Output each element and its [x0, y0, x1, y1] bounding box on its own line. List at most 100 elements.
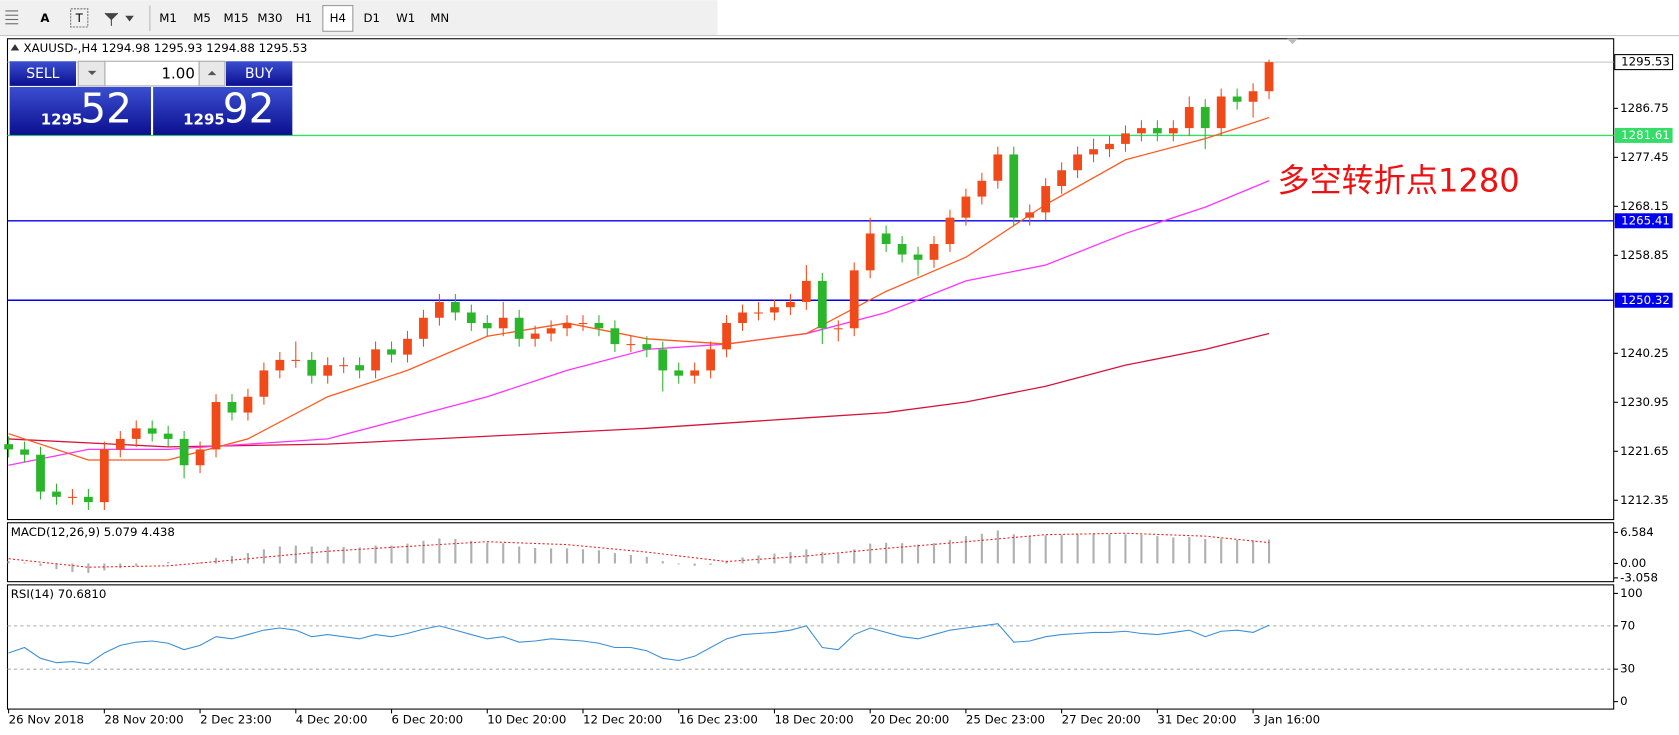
candle-body	[594, 323, 604, 329]
line-price-tag	[1614, 292, 1673, 308]
buy-button[interactable]	[225, 61, 293, 86]
y-tick-label: 1221.65	[1620, 444, 1669, 458]
candle-body	[1121, 133, 1130, 144]
line-price-tag	[1614, 213, 1673, 229]
candle-body	[1248, 91, 1258, 102]
price-label: 1295.53	[1621, 55, 1670, 69]
x-tick-label: 28 Nov 20:00	[104, 712, 183, 726]
label-tool[interactable]: T	[75, 11, 84, 25]
candle-body	[754, 312, 763, 314]
down-arrow	[87, 70, 97, 76]
line-price-tag	[1614, 127, 1673, 143]
candle-body	[881, 233, 891, 244]
y-tick-label: 70	[1620, 618, 1635, 632]
y-tick-label: 100	[1620, 586, 1642, 600]
candle-body	[945, 217, 955, 244]
candle-body	[865, 233, 875, 271]
volume-input[interactable]	[104, 60, 200, 87]
candle-body	[1009, 154, 1019, 218]
candle-body	[706, 349, 716, 371]
y-tick-label: 0.00	[1620, 556, 1646, 570]
x-tick-label: 26 Nov 2018	[9, 712, 84, 726]
candle-body	[163, 433, 173, 439]
candle-body	[371, 349, 380, 371]
timeframe-button[interactable]: MN	[430, 11, 449, 25]
timeframe-button[interactable]: H1	[296, 11, 312, 25]
candle-body	[913, 254, 923, 260]
bid-box[interactable]	[9, 86, 151, 136]
timeframe-button[interactable]: W1	[396, 11, 415, 25]
timeframe-button[interactable]: M5	[193, 11, 211, 25]
candle-body	[52, 491, 61, 497]
candle-body	[20, 449, 29, 455]
panel-frame	[6, 584, 1615, 710]
candle-body	[578, 323, 588, 325]
candle-body	[419, 317, 428, 339]
panel-title: XAUUSD-,H4 1294.98 1295.93 1294.88 1295.…	[24, 41, 308, 55]
x-tick-label: 12 Dec 20:00	[583, 712, 662, 726]
timeframe-button[interactable]: M30	[257, 11, 282, 25]
candle-body	[722, 323, 731, 350]
panel-frame	[6, 522, 1615, 583]
x-tick-label: 27 Dec 20:00	[1062, 712, 1141, 726]
annotation: 多空转折点1280	[1277, 161, 1519, 199]
candle-body	[801, 280, 811, 302]
candle-body	[4, 444, 13, 450]
y-tick-label: 1212.35	[1620, 493, 1669, 507]
candle-body	[83, 496, 93, 503]
candle-body	[929, 243, 939, 260]
moving-average	[8, 332, 1270, 448]
candle-body	[498, 317, 508, 329]
candle-body	[530, 333, 540, 339]
label-tool-frame	[70, 8, 89, 28]
y-tick-label: 1286.75	[1620, 101, 1669, 115]
candle-body	[770, 307, 779, 313]
candle-body	[179, 438, 189, 466]
symbol-icon	[10, 44, 20, 51]
y-tick-label: -3.058	[1620, 570, 1658, 584]
text-tool[interactable]: A	[40, 11, 50, 25]
candle-body	[435, 301, 444, 318]
candle-body	[339, 365, 349, 367]
macd-signal	[8, 532, 1270, 568]
candle-body	[275, 359, 285, 371]
y-tick-label: 1230.95	[1620, 395, 1669, 409]
panel-title: MACD(12,26,9) 5.079 4.438	[11, 525, 175, 539]
ask-box[interactable]	[153, 86, 293, 136]
timeframe-button[interactable]: H4	[330, 11, 346, 25]
line-price-label: 1281.61	[1621, 128, 1670, 142]
y-tick-label: 1277.45	[1620, 150, 1669, 164]
sell-label[interactable]: SELL	[26, 66, 59, 82]
timeframe-button[interactable]: M15	[223, 11, 248, 25]
sell-button[interactable]	[9, 61, 77, 86]
candle-body	[514, 317, 524, 339]
bid-pips: 52	[80, 85, 132, 133]
plot-area: 1286.75 1277.45 1268.15 1258.85 1240.25 1230.…	[4, 38, 1678, 726]
x-tick-label: 3 Jan 16:00	[1253, 712, 1320, 726]
price-tag	[1614, 54, 1674, 71]
y-tick-label: 0	[1620, 694, 1628, 708]
candle-body	[307, 359, 317, 376]
candle-body	[817, 280, 827, 329]
candle-body	[68, 496, 77, 498]
volume-value[interactable]: 1.00	[162, 65, 195, 83]
candle-body	[1168, 128, 1178, 134]
candle-body	[1057, 170, 1067, 187]
candle-body	[482, 323, 492, 329]
objects-tool[interactable]	[104, 12, 134, 26]
timeframe-button[interactable]: D1	[364, 11, 381, 25]
candle-body	[1216, 96, 1226, 129]
candle-body	[1073, 154, 1082, 171]
candle-body	[1137, 128, 1146, 134]
candle-body	[738, 312, 747, 324]
grip-icon	[5, 10, 19, 25]
candle-body	[642, 344, 652, 350]
candle-body	[450, 301, 460, 313]
buy-label[interactable]: BUY	[245, 66, 274, 82]
y-tick-label: 1268.15	[1620, 199, 1669, 213]
timeframe-button[interactable]: M1	[159, 11, 177, 25]
candle-body	[243, 396, 253, 413]
candle-body	[147, 428, 157, 434]
candle-body	[323, 365, 333, 376]
y-tick-label: 30	[1620, 662, 1635, 676]
